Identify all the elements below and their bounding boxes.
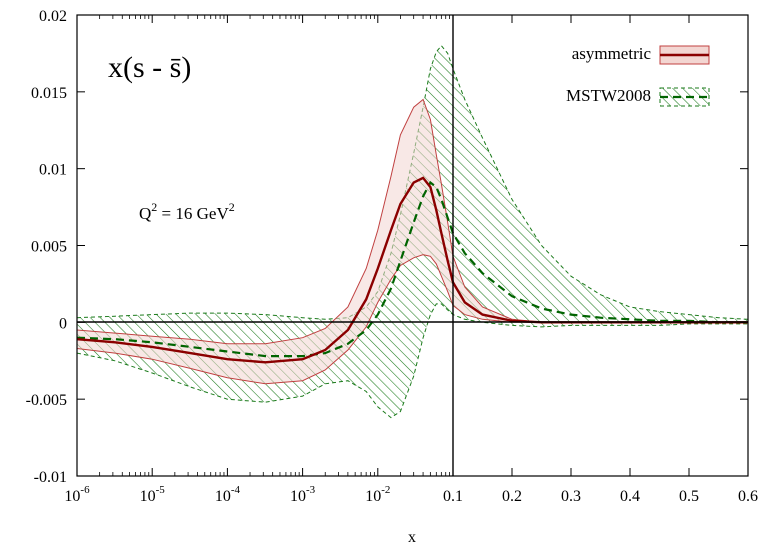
legend-label-asymmetric: asymmetric xyxy=(572,44,652,63)
legend-label-mstw2008: MSTW2008 xyxy=(566,86,651,105)
x-axis-label: x xyxy=(408,529,416,546)
x-tick-label: 10-6 xyxy=(64,484,90,505)
x-tick-label: 0.6 xyxy=(738,488,758,505)
asymmetric-band xyxy=(77,99,748,384)
y-tick-label: -0.005 xyxy=(26,392,67,409)
chart-title: x(s - s̄) xyxy=(108,51,191,84)
x-tick-label: 10-4 xyxy=(215,484,241,505)
plot-area: -0.01 -0.005 0 0.005 0.01 0.015 0.02 10-6 10-5 10… xyxy=(26,8,758,505)
x-tick-label: 0.5 xyxy=(679,488,699,505)
x-tick-label: 10-5 xyxy=(140,484,166,505)
legend: asymmetric MSTW2008 xyxy=(566,44,710,107)
mstw2008-band-upper-edge xyxy=(77,44,748,320)
y-tick-label: 0.015 xyxy=(31,85,67,102)
y-tick-label: 0 xyxy=(59,315,67,332)
y-tick-label: 0.02 xyxy=(39,8,67,25)
q2-annotation: Q2 = 16 GeV2 xyxy=(139,200,235,223)
x-tick-label: 10-2 xyxy=(365,484,390,505)
y-tick-label: 0.005 xyxy=(31,239,67,256)
x-tick-label: 0.2 xyxy=(502,488,522,505)
legend-swatch-mstw2008 xyxy=(659,87,710,107)
x-tick-label: 0.4 xyxy=(620,488,640,505)
x-tick-label: 0.1 xyxy=(443,488,463,505)
x-tick-label: 0.3 xyxy=(561,488,581,505)
mstw2008-central-line xyxy=(77,180,748,358)
ticks-layer: -0.01 -0.005 0 0.005 0.01 0.015 0.02 10-6 10-5 10… xyxy=(26,8,758,505)
y-tick-label: 0.01 xyxy=(39,162,67,179)
series-layer xyxy=(77,44,748,419)
x-tick-label: 10-3 xyxy=(290,484,316,505)
y-tick-label: -0.01 xyxy=(34,469,67,486)
